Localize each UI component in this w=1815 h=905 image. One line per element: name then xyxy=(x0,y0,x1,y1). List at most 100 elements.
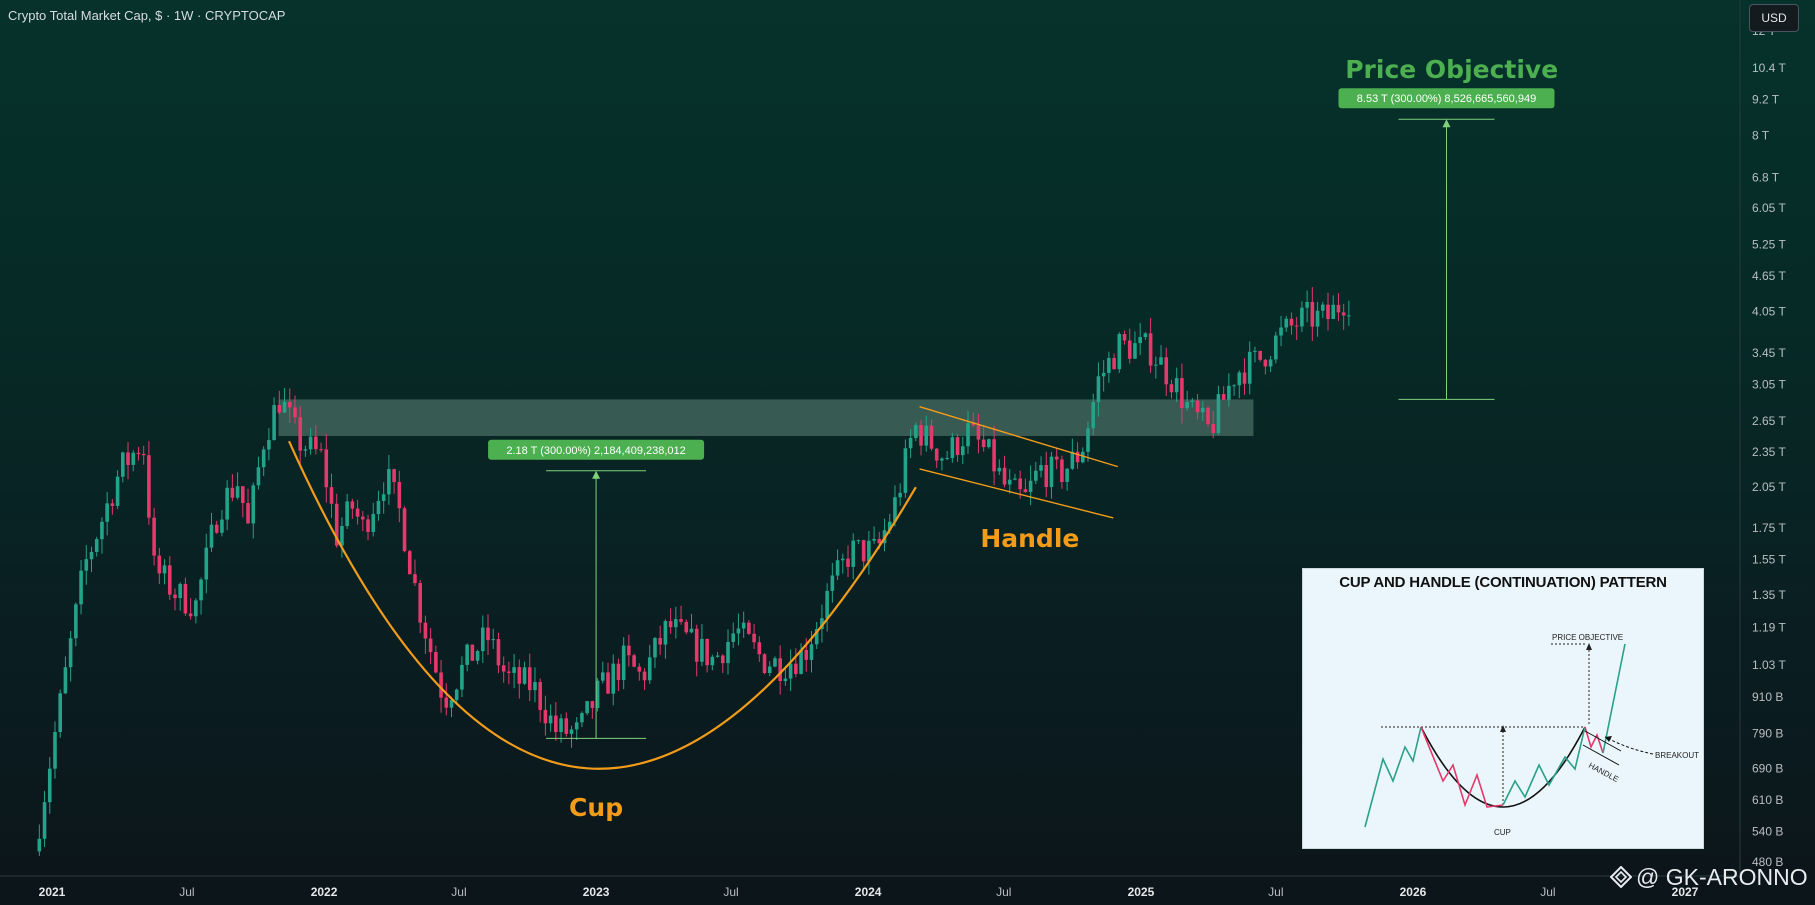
candle-body xyxy=(1279,327,1283,336)
candle-body xyxy=(1096,376,1101,403)
candle-body xyxy=(569,729,574,734)
y-tick-label: 2.05 T xyxy=(1752,480,1786,494)
candle-body xyxy=(1159,357,1163,365)
candle-body xyxy=(230,487,235,498)
candle-body xyxy=(444,697,449,708)
candle-body xyxy=(1060,459,1064,482)
candle-body xyxy=(627,645,631,656)
y-tick-label: 3.45 T xyxy=(1752,346,1786,360)
candle-body xyxy=(1211,423,1216,434)
candle-body xyxy=(533,682,537,691)
handle-lower-line xyxy=(919,468,1114,519)
candle-body xyxy=(1039,465,1043,471)
inset-title: CUP AND HANDLE (CONTINUATION) PATTERN xyxy=(1339,574,1667,591)
candle-body xyxy=(726,641,730,664)
candle-body xyxy=(668,621,673,628)
x-tick-label: 2026 xyxy=(1400,885,1427,899)
candle-body xyxy=(814,629,819,645)
candle-body xyxy=(653,637,657,658)
candle-body xyxy=(783,678,788,682)
candle-body xyxy=(517,667,522,684)
candle-body xyxy=(100,521,104,540)
candle-body xyxy=(496,639,501,666)
candle-body xyxy=(366,519,370,532)
y-tick-label: 1.19 T xyxy=(1752,621,1786,635)
candle-body xyxy=(741,622,746,629)
inset-cup: CUP xyxy=(1494,828,1511,837)
candle-body xyxy=(1091,402,1096,429)
candle-body xyxy=(1148,333,1153,366)
candle-body xyxy=(1107,357,1111,373)
candle-body xyxy=(308,436,313,450)
candle-body xyxy=(1075,451,1080,463)
pattern-inset: CUP AND HANDLE (CONTINUATION) PATTERN xyxy=(1302,568,1704,849)
candle-body xyxy=(1200,407,1205,413)
candle-body xyxy=(319,449,323,451)
candle-body xyxy=(183,583,188,614)
candle-body xyxy=(788,663,793,679)
candle-body xyxy=(1007,479,1012,485)
candle-body xyxy=(204,547,209,580)
y-tick-label: 1.35 T xyxy=(1752,588,1786,602)
resistance-zone xyxy=(278,399,1254,436)
candle-body xyxy=(1242,372,1247,384)
candle-body xyxy=(872,538,876,541)
candle-body xyxy=(131,452,136,465)
candle-body xyxy=(825,590,829,619)
x-tick-label: Jul xyxy=(1540,885,1555,899)
candle-body xyxy=(121,452,125,477)
candle-body xyxy=(632,655,636,667)
candle-body xyxy=(1247,351,1252,384)
candle-body xyxy=(110,503,115,506)
candle-body xyxy=(955,437,960,456)
candle-body xyxy=(647,657,652,681)
currency-button[interactable]: USD xyxy=(1749,4,1799,32)
candle-body xyxy=(981,439,986,448)
candle-body xyxy=(1117,334,1122,370)
candle-body xyxy=(387,469,391,495)
candle-body xyxy=(267,440,271,450)
candle-body xyxy=(1028,480,1033,493)
candle-body xyxy=(929,425,934,449)
candle-body xyxy=(439,672,443,698)
candle-body xyxy=(491,639,496,641)
candle-body xyxy=(950,437,955,459)
candle-body xyxy=(402,508,407,552)
candle-body xyxy=(1320,304,1325,311)
candle-body xyxy=(1174,378,1179,393)
candle-body xyxy=(1258,350,1262,360)
y-tick-label: 480 B xyxy=(1752,855,1783,869)
candle-body xyxy=(856,540,861,542)
candle-body xyxy=(1274,335,1278,360)
candle-body xyxy=(1112,357,1116,370)
candle-body xyxy=(574,722,579,730)
y-tick-label: 6.05 T xyxy=(1752,201,1786,215)
candle-body xyxy=(246,503,250,524)
inset-handle: HANDLE xyxy=(1587,761,1620,784)
chart-title: Crypto Total Market Cap, $ · 1W · CRYPTO… xyxy=(8,8,286,23)
candle-body xyxy=(42,802,47,839)
x-tick-label: 2025 xyxy=(1128,885,1155,899)
candle-body xyxy=(287,401,292,408)
candle-body xyxy=(674,619,678,628)
candle-body xyxy=(564,718,569,734)
x-tick-label: 2024 xyxy=(855,885,882,899)
candle-body xyxy=(376,500,381,515)
candle-body xyxy=(945,458,949,460)
candle-body xyxy=(115,476,120,506)
candle-body xyxy=(1065,468,1069,482)
candle-body xyxy=(1336,304,1341,313)
candle-body xyxy=(178,583,182,599)
candle-body xyxy=(1227,385,1231,400)
candle-body xyxy=(914,424,918,438)
cup-label: Cup xyxy=(569,793,623,822)
candle-body xyxy=(1023,489,1028,493)
candle-body xyxy=(225,487,229,520)
candle-body xyxy=(1002,467,1007,485)
candle-body xyxy=(1263,359,1268,367)
candle-body xyxy=(1034,470,1038,481)
candle-body xyxy=(679,619,683,622)
candle-body xyxy=(621,645,626,680)
